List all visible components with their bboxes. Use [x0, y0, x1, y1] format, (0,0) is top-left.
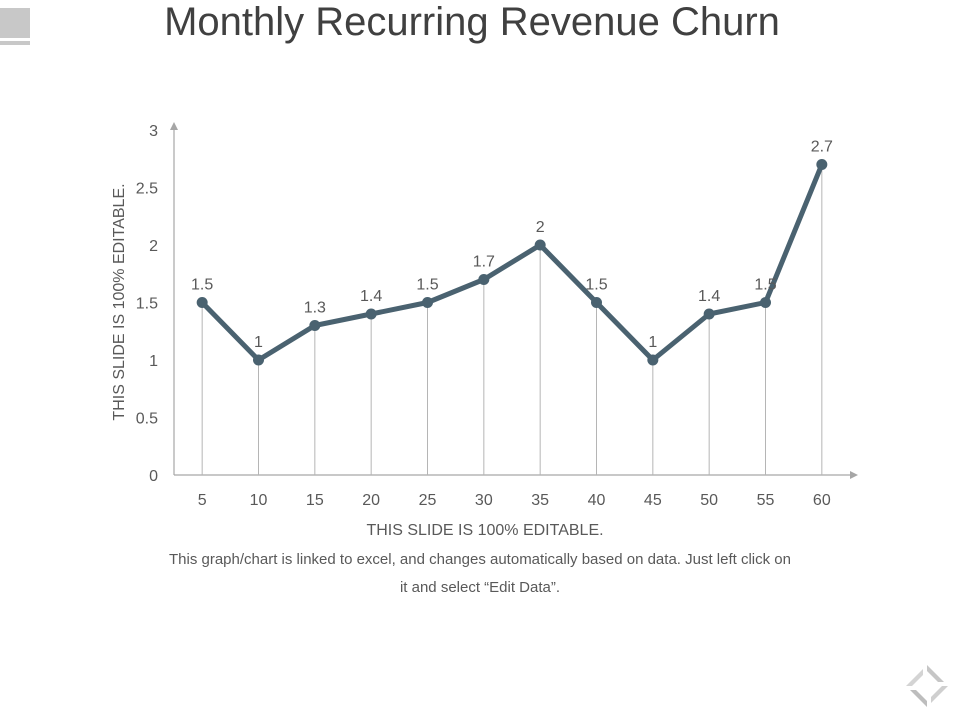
x-tick-label: 40 — [588, 492, 606, 509]
caption-line-1: This graph/chart is linked to excel, and… — [168, 551, 791, 568]
y-tick-label: 0.5 — [136, 411, 158, 428]
series-line — [199, 162, 825, 363]
x-axis-arrow — [850, 471, 858, 479]
data-point — [760, 297, 771, 308]
data-label: 1.4 — [698, 288, 720, 305]
x-tick-label: 30 — [475, 492, 493, 509]
caption-line-2: it and select “Edit Data”. — [399, 579, 561, 596]
data-point — [816, 159, 828, 170]
x-tick-label: 50 — [700, 492, 718, 509]
x-tick-label: 10 — [250, 492, 268, 509]
data-label: 1.5 — [416, 277, 438, 294]
y-axis-title: THIS SLIDE IS 100% EDITABLE. — [111, 183, 128, 420]
x-tick-label: 15 — [306, 492, 324, 509]
data-label: 1 — [254, 334, 263, 351]
x-tick-label: 20 — [362, 492, 380, 509]
chart-axes — [170, 122, 858, 479]
data-point — [647, 354, 659, 366]
y-tick-label: 1.5 — [136, 296, 158, 313]
y-tick-label: 3 — [149, 123, 158, 140]
data-point — [591, 297, 602, 308]
nav-diamond-icon — [906, 665, 948, 707]
data-points — [196, 159, 828, 366]
data-label: 1.4 — [360, 288, 382, 305]
corner-bar — [0, 41, 30, 45]
x-tick-labels: 5 10 15 20 25 30 35 40 45 50 55 60 — [198, 492, 831, 509]
y-axis-arrow — [170, 122, 178, 130]
x-tick-label: 35 — [531, 492, 549, 509]
data-label: 1.5 — [191, 277, 213, 294]
data-point — [365, 308, 377, 320]
data-point — [196, 297, 208, 308]
data-point — [703, 308, 715, 320]
y-tick-labels: 0 0.5 1 1.5 2 2.5 3 — [136, 123, 158, 485]
y-tick-label: 2 — [149, 238, 158, 255]
data-labels: 1.5 1 1.3 1.4 1.5 1.7 2 1.5 1 1.4 1.5 2.7 — [191, 139, 833, 352]
series-line-group — [199, 162, 825, 363]
x-axis-title: THIS SLIDE IS 100% EDITABLE. — [366, 522, 603, 539]
data-label: 1 — [648, 334, 657, 351]
y-tick-label: 1 — [149, 353, 158, 370]
data-point — [478, 274, 490, 285]
data-label: 1.7 — [473, 254, 495, 271]
x-tick-label: 5 — [198, 492, 207, 509]
y-tick-label: 0 — [149, 468, 158, 485]
x-tick-label: 55 — [757, 492, 775, 509]
data-point — [253, 354, 264, 366]
data-label: 1.5 — [585, 277, 607, 294]
x-tick-label: 25 — [419, 492, 437, 509]
data-label: 1.3 — [304, 300, 326, 317]
data-point — [534, 239, 546, 251]
drop-lines — [201, 164, 823, 475]
data-point — [309, 320, 321, 331]
corner-decoration — [0, 8, 30, 48]
data-label: 1.5 — [754, 277, 776, 294]
data-label: 2 — [536, 219, 545, 236]
x-tick-label: 60 — [813, 492, 831, 509]
x-tick-label: 45 — [644, 492, 662, 509]
data-point — [422, 297, 433, 308]
page-title: Monthly Recurring Revenue Churn — [164, 0, 780, 44]
y-tick-label: 2.5 — [136, 181, 158, 198]
data-label: 2.7 — [811, 139, 833, 156]
corner-block — [0, 8, 30, 38]
